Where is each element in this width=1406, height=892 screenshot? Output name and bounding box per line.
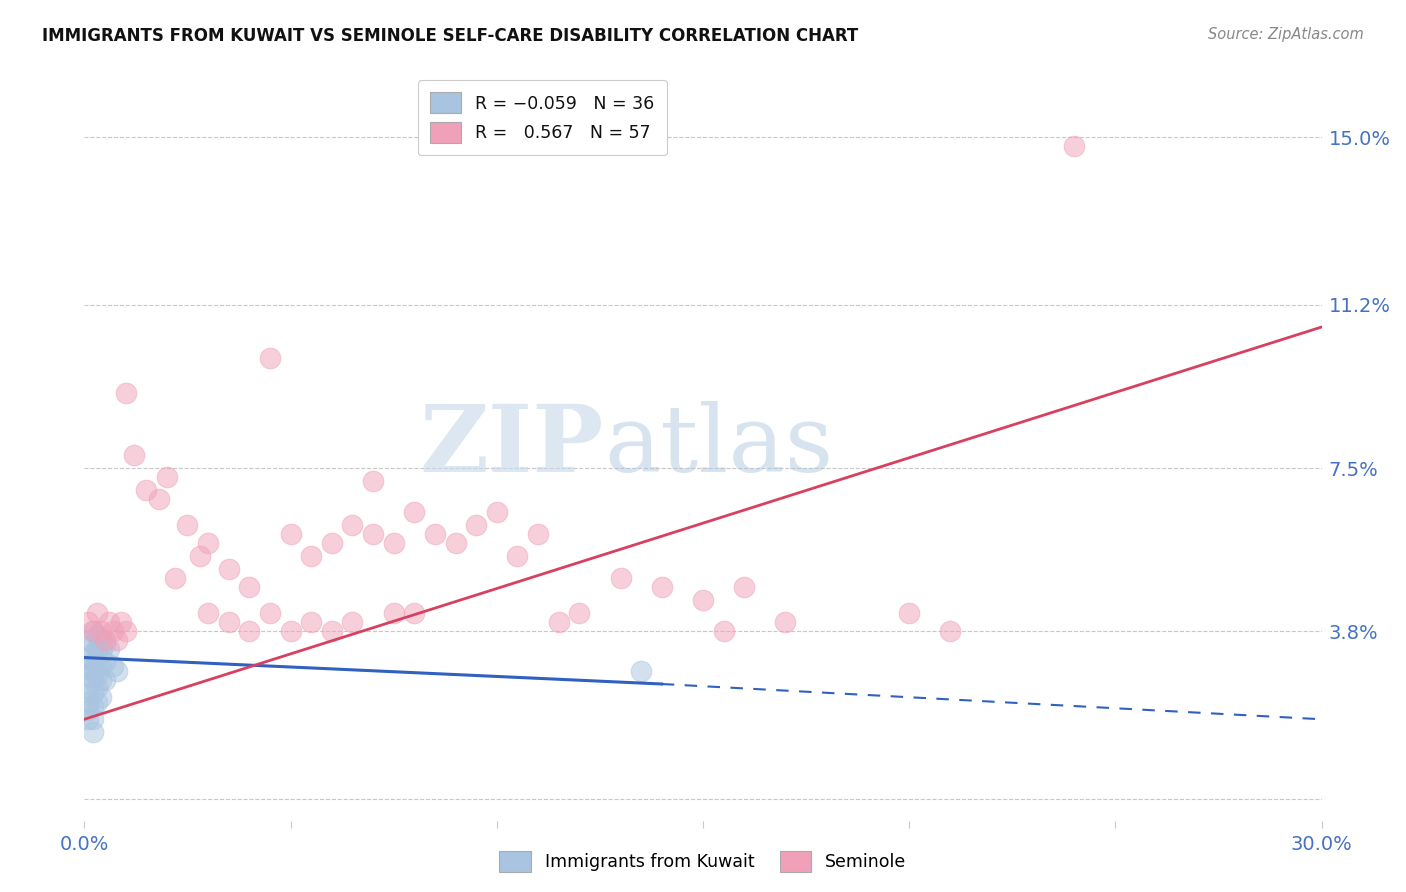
Point <box>148 491 170 506</box>
Point <box>98 641 121 656</box>
Point <box>423 527 446 541</box>
Point <box>77 659 100 673</box>
Point <box>197 536 219 550</box>
Point <box>86 655 108 669</box>
Point <box>114 386 136 401</box>
Point <box>547 615 569 630</box>
Point <box>939 624 962 639</box>
Point <box>135 483 157 497</box>
Legend: Immigrants from Kuwait, Seminole: Immigrants from Kuwait, Seminole <box>492 844 914 879</box>
Point <box>165 571 187 585</box>
Point <box>90 659 112 673</box>
Point <box>156 470 179 484</box>
Point <box>86 681 108 696</box>
Legend: R = −0.059   N = 36, R =   0.567   N = 57: R = −0.059 N = 36, R = 0.567 N = 57 <box>418 80 666 155</box>
Text: IMMIGRANTS FROM KUWAIT VS SEMINOLE SELF-CARE DISABILITY CORRELATION CHART: IMMIGRANTS FROM KUWAIT VS SEMINOLE SELF-… <box>42 27 859 45</box>
Point <box>1063 139 1085 153</box>
Point <box>218 562 240 576</box>
Point <box>342 615 364 630</box>
Point <box>90 624 112 639</box>
Point <box>188 549 211 564</box>
Point <box>114 624 136 639</box>
Point <box>77 650 100 665</box>
Point <box>465 518 488 533</box>
Point <box>609 571 631 585</box>
Point <box>122 448 145 462</box>
Point <box>238 580 260 594</box>
Point <box>86 607 108 621</box>
Point <box>299 549 322 564</box>
Point <box>321 624 343 639</box>
Point <box>77 712 100 726</box>
Point <box>86 668 108 682</box>
Point <box>90 632 112 647</box>
Point <box>94 673 117 687</box>
Point <box>94 632 117 647</box>
Point <box>630 664 652 678</box>
Point <box>82 624 104 639</box>
Point <box>218 615 240 630</box>
Point <box>280 624 302 639</box>
Point <box>321 536 343 550</box>
Point <box>651 580 673 594</box>
Point <box>568 607 591 621</box>
Point <box>110 615 132 630</box>
Point <box>105 632 128 647</box>
Point <box>692 593 714 607</box>
Point <box>94 637 117 651</box>
Point <box>82 673 104 687</box>
Point <box>82 664 104 678</box>
Point <box>713 624 735 639</box>
Point <box>77 703 100 717</box>
Point <box>259 607 281 621</box>
Point <box>90 646 112 660</box>
Point <box>94 655 117 669</box>
Point <box>444 536 467 550</box>
Point <box>82 637 104 651</box>
Point <box>82 646 104 660</box>
Point <box>197 607 219 621</box>
Point <box>90 673 112 687</box>
Point <box>775 615 797 630</box>
Point <box>238 624 260 639</box>
Point <box>77 668 100 682</box>
Point <box>82 624 104 639</box>
Point <box>506 549 529 564</box>
Point <box>90 690 112 705</box>
Point <box>361 475 384 489</box>
Point <box>82 686 104 700</box>
Point <box>382 536 405 550</box>
Point <box>299 615 322 630</box>
Point <box>733 580 755 594</box>
Point <box>103 659 125 673</box>
Point <box>404 505 426 519</box>
Point <box>82 655 104 669</box>
Text: atlas: atlas <box>605 401 834 491</box>
Point <box>86 628 108 642</box>
Text: Source: ZipAtlas.com: Source: ZipAtlas.com <box>1208 27 1364 42</box>
Point <box>86 641 108 656</box>
Point <box>527 527 550 541</box>
Point <box>82 712 104 726</box>
Point <box>77 632 100 647</box>
Point <box>105 664 128 678</box>
Point <box>103 624 125 639</box>
Point <box>77 615 100 630</box>
Point <box>82 725 104 739</box>
Point <box>86 695 108 709</box>
Point <box>98 615 121 630</box>
Point <box>342 518 364 533</box>
Point <box>77 681 100 696</box>
Point <box>404 607 426 621</box>
Point <box>485 505 508 519</box>
Point <box>259 351 281 365</box>
Point <box>382 607 405 621</box>
Point <box>898 607 921 621</box>
Point <box>280 527 302 541</box>
Point <box>82 699 104 714</box>
Text: ZIP: ZIP <box>420 401 605 491</box>
Point <box>77 695 100 709</box>
Point <box>176 518 198 533</box>
Point <box>361 527 384 541</box>
